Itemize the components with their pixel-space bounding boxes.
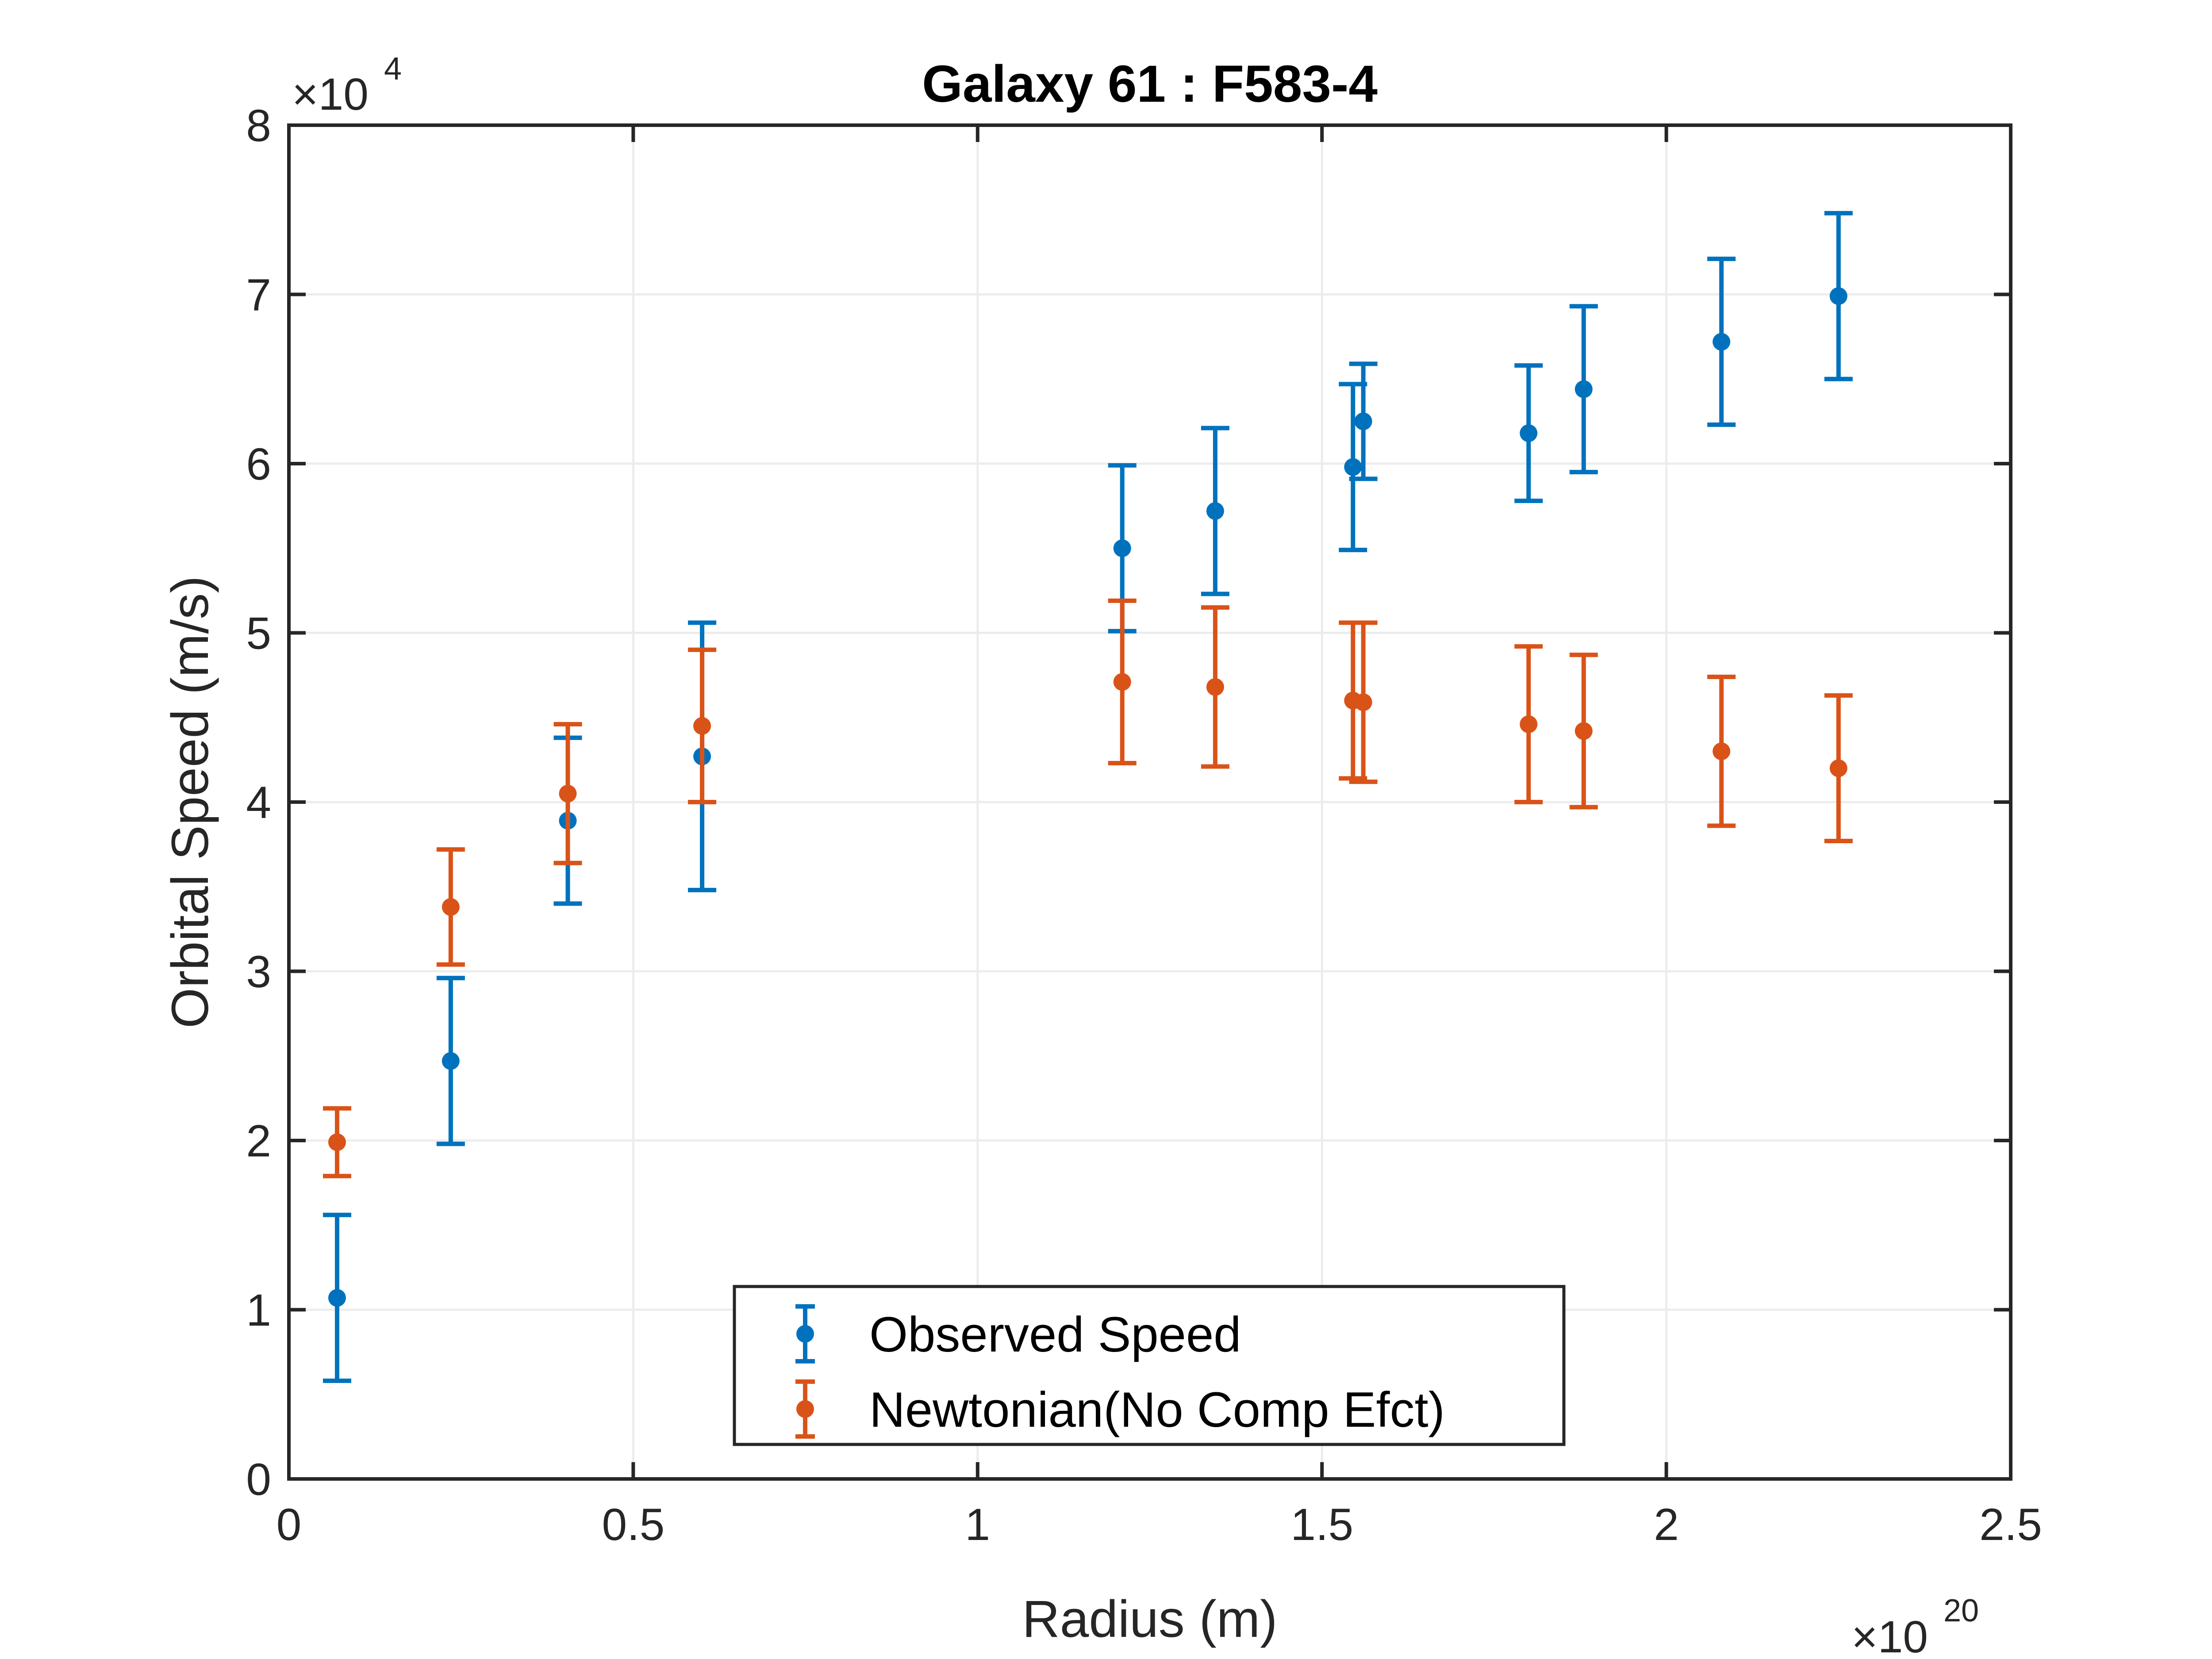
data-point — [442, 898, 460, 916]
legend-label: Observed Speed — [869, 1307, 1241, 1362]
series-observed-speed — [323, 211, 1853, 1383]
y-tick-label: 0 — [246, 1454, 271, 1505]
data-point — [1713, 333, 1731, 351]
data-point — [1713, 742, 1731, 760]
plot-frame — [287, 123, 2012, 1481]
data-point — [442, 1052, 460, 1070]
data-point — [1354, 693, 1372, 711]
legend-entry: Newtonian(No Comp Efct) — [795, 1379, 1445, 1439]
x-tick-label: 2 — [1654, 1499, 1679, 1550]
y-axis-label: Orbital Speed (m/s) — [161, 576, 219, 1029]
data-point — [693, 717, 711, 735]
y-tick-label: 1 — [246, 1285, 271, 1336]
y-tick-label: 8 — [246, 100, 271, 151]
series-newtonian — [323, 598, 1853, 1179]
y-tick-label: 7 — [246, 270, 271, 320]
x-tick-label: 1 — [965, 1499, 990, 1550]
y-axis-multiplier: ×10 4 — [292, 51, 402, 119]
data-point — [1206, 678, 1224, 696]
data-point — [1113, 539, 1131, 557]
data-point — [1829, 287, 1847, 305]
x-axis-label: Radius (m) — [1022, 1590, 1278, 1648]
data-point — [1575, 722, 1593, 740]
legend-label: Newtonian(No Comp Efct) — [869, 1382, 1445, 1437]
legend-entry: Observed Speed — [795, 1304, 1241, 1363]
data-point — [1344, 458, 1362, 476]
data-point — [1829, 759, 1847, 777]
data-point — [1520, 715, 1538, 733]
x-tick-label: 0 — [276, 1499, 302, 1550]
data-point — [1206, 502, 1224, 520]
plot-series — [323, 211, 1853, 1383]
x-tick-label: 0.5 — [602, 1499, 665, 1550]
y-tick-label: 6 — [246, 439, 271, 489]
legend-box — [733, 1285, 1566, 1446]
legend-marker — [796, 1325, 814, 1343]
x-multiplier-exponent: 20 — [1943, 1593, 1979, 1628]
tick-labels: 0 0.5 1 1.5 2 2.5 0 1 2 3 4 5 6 7 8 — [246, 100, 2042, 1550]
data-point — [559, 784, 577, 803]
y-multiplier-base: ×10 — [292, 69, 369, 119]
data-point — [1575, 380, 1593, 398]
y-tick-label: 2 — [246, 1116, 271, 1166]
data-point — [1113, 673, 1131, 691]
legend-marker — [796, 1400, 814, 1418]
x-tick-label: 1.5 — [1290, 1499, 1353, 1550]
y-tick-label: 4 — [246, 777, 271, 828]
data-point — [1354, 412, 1372, 430]
x-axis-multiplier: ×10 20 — [1851, 1593, 1979, 1659]
x-tick-label: 2.5 — [1979, 1499, 2042, 1550]
legend: Observed Speed Newtonian(No Comp Efct) — [733, 1285, 1566, 1446]
chart-title: Galaxy 61 : F583-4 — [922, 55, 1378, 113]
x-multiplier-base: ×10 — [1851, 1612, 1928, 1659]
y-tick-label: 3 — [246, 947, 271, 997]
y-tick-label: 5 — [246, 608, 271, 659]
data-point — [328, 1289, 346, 1307]
data-point — [1520, 424, 1538, 442]
data-point — [328, 1133, 346, 1151]
y-multiplier-exponent: 4 — [384, 51, 402, 87]
